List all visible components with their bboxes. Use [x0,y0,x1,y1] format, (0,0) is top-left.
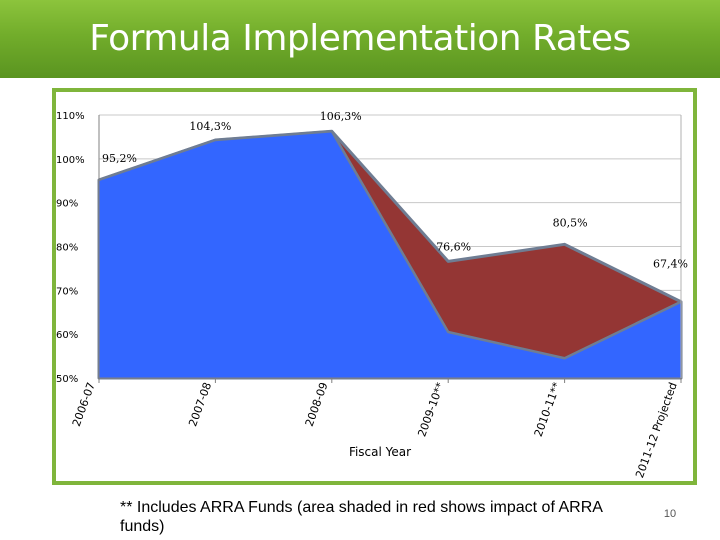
x-tick-label-2: 2008-09 [303,381,331,429]
y-tick-label-70: 70% [56,286,78,297]
y-tick-labels: 50% 60% 70% 80% 90% 100% 110% [56,111,85,385]
area-excluding-arra-outline [98,129,682,360]
title-banner [0,0,720,78]
x-tick-labels: 2006-07 2007-08 2008-09 2009-10** 2010-11** 2… [70,380,680,480]
page-number: 10 [663,508,677,520]
y-tick-label-100: 100% [56,155,85,166]
y-tick-label-80: 80% [56,243,78,254]
data-label-0: 95,2% [102,152,137,165]
y-tick-label-60: 60% [56,330,78,341]
y-tick-label-110: 110% [56,111,85,122]
x-tick-label-3: 2009-10** [415,380,447,438]
x-tick-label-0: 2006-07 [70,381,98,429]
data-label-2: 106,3% [320,110,362,123]
data-label-4: 80,5% [553,216,588,229]
data-label-1: 104,3% [189,120,231,133]
slide-title: Formula Implementation Rates [89,18,631,59]
data-label-3: 76,6% [436,240,471,253]
x-tick-label-4: 2010-11** [532,380,564,438]
y-tick-label-50: 50% [56,374,78,385]
x-tick-label-5: 2011-12 Projected [633,381,680,480]
x-axis-title: Fiscal Year [349,445,411,459]
data-label-5: 67,4% [653,258,688,271]
x-tick-label-1: 2007-08 [186,381,214,429]
chart-areas [97,129,683,380]
chart-axes [98,115,682,383]
y-tick-label-90: 90% [56,199,78,210]
area-excluding-arra [99,131,681,378]
footnote: ** Includes ARRA Funds (area shaded in r… [120,499,603,535]
data-labels: 95,2% 104,3% 106,3% 76,6% 80,5% 67,4% [102,110,688,271]
